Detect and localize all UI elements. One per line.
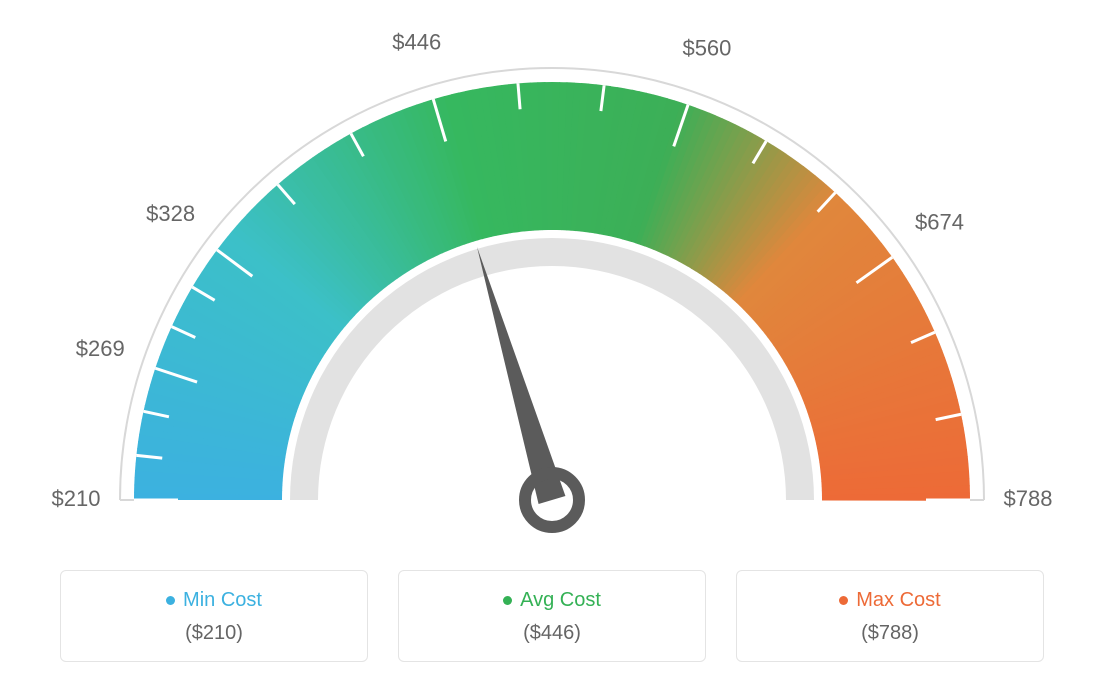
gauge-tick-label: $788 xyxy=(1004,486,1053,511)
gauge-tick-label: $674 xyxy=(915,209,964,234)
gauge-svg: $210 $269 $328 $446 $560 $674 $788 xyxy=(0,0,1104,560)
gauge-minor-tick xyxy=(518,83,520,109)
gauge-band xyxy=(134,82,970,501)
legend-card-max: Max Cost ($788) xyxy=(736,570,1044,662)
gauge-tick-label: $328 xyxy=(146,201,195,226)
gauge-chart: $210 $269 $328 $446 $560 $674 $788 xyxy=(0,0,1104,560)
legend-dot-avg xyxy=(503,596,512,605)
legend-card-min: Min Cost ($210) xyxy=(60,570,368,662)
gauge-tick-label: $560 xyxy=(682,36,731,61)
legend-label-avg: Avg Cost xyxy=(520,589,601,612)
gauge-needle xyxy=(477,247,565,504)
legend-title-min: Min Cost xyxy=(166,589,262,612)
gauge-tick-label: $446 xyxy=(392,29,441,54)
legend-card-avg: Avg Cost ($446) xyxy=(398,570,706,662)
legend-dot-min xyxy=(166,596,175,605)
legend-title-max: Max Cost xyxy=(839,589,940,612)
legend-row: Min Cost ($210) Avg Cost ($446) Max Cost… xyxy=(0,570,1104,662)
legend-value-min: ($210) xyxy=(71,622,357,645)
legend-value-max: ($788) xyxy=(747,622,1033,645)
legend-title-avg: Avg Cost xyxy=(503,589,601,612)
legend-label-min: Min Cost xyxy=(183,589,262,612)
legend-label-max: Max Cost xyxy=(856,589,940,612)
gauge-tick-label: $269 xyxy=(76,336,125,361)
legend-dot-max xyxy=(839,596,848,605)
legend-value-avg: ($446) xyxy=(409,622,695,645)
gauge-tick-label: $210 xyxy=(52,486,101,511)
